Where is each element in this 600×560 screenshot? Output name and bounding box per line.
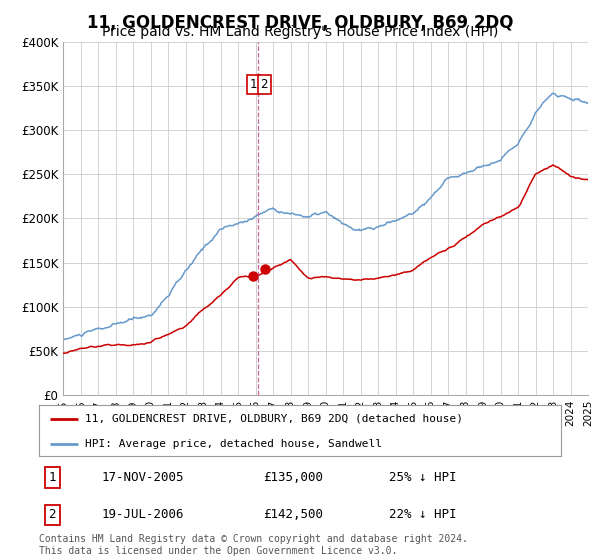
Text: 2: 2: [260, 78, 268, 91]
Text: £135,000: £135,000: [263, 471, 323, 484]
Text: 11, GOLDENCREST DRIVE, OLDBURY, B69 2DQ (detached house): 11, GOLDENCREST DRIVE, OLDBURY, B69 2DQ …: [85, 414, 463, 424]
Text: £142,500: £142,500: [263, 508, 323, 521]
Text: 22% ↓ HPI: 22% ↓ HPI: [389, 508, 456, 521]
Text: HPI: Average price, detached house, Sandwell: HPI: Average price, detached house, Sand…: [85, 438, 382, 449]
Text: 17-NOV-2005: 17-NOV-2005: [101, 471, 184, 484]
Text: Contains HM Land Registry data © Crown copyright and database right 2024.
This d: Contains HM Land Registry data © Crown c…: [39, 534, 468, 556]
Text: 25% ↓ HPI: 25% ↓ HPI: [389, 471, 456, 484]
Text: 1: 1: [48, 471, 56, 484]
Text: 19-JUL-2006: 19-JUL-2006: [101, 508, 184, 521]
Text: 1: 1: [250, 78, 257, 91]
Text: Price paid vs. HM Land Registry's House Price Index (HPI): Price paid vs. HM Land Registry's House …: [102, 25, 498, 39]
Text: 2: 2: [48, 508, 56, 521]
Text: 11, GOLDENCREST DRIVE, OLDBURY, B69 2DQ: 11, GOLDENCREST DRIVE, OLDBURY, B69 2DQ: [87, 14, 513, 32]
